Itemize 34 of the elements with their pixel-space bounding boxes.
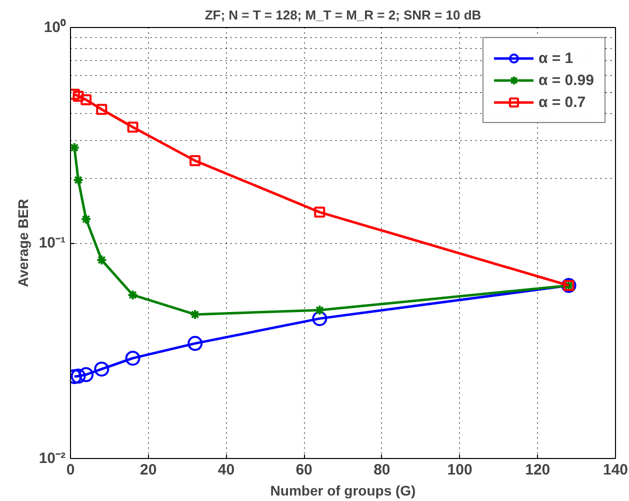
- chart-title: ZF; N = T = 128; M_T = M_R = 2; SNR = 10 dB: [204, 8, 482, 22]
- x-tick-label: 140: [602, 462, 628, 478]
- y-tick-label: 10⁻²: [38, 450, 66, 467]
- legend-label: α = 0.99: [538, 72, 594, 88]
- point: [80, 214, 92, 225]
- point: [127, 289, 138, 300]
- point: [72, 174, 84, 186]
- point: [72, 90, 84, 102]
- x-axis-title: Number of groups (G): [270, 482, 416, 498]
- point: [314, 304, 326, 316]
- point: [96, 104, 108, 115]
- point: [312, 311, 328, 326]
- y-tick-label: 10⁻¹: [38, 234, 66, 252]
- point: [80, 94, 92, 106]
- point: [188, 336, 203, 351]
- point: [190, 155, 201, 166]
- legend-label: α = 1: [538, 50, 574, 66]
- x-tick-label: 100: [447, 462, 472, 478]
- point: [125, 350, 140, 366]
- point: [70, 368, 86, 384]
- x-tick-label: 80: [374, 462, 390, 478]
- point: [96, 254, 108, 266]
- y-tick-label: 10⁰: [44, 18, 66, 36]
- x-tick-label: 60: [296, 462, 312, 478]
- x-tick-label: 0: [66, 462, 75, 478]
- legend-label: α = 0.7: [538, 94, 586, 110]
- x-tick-label: 120: [525, 462, 550, 478]
- y-axis-title: Average BER: [14, 198, 31, 288]
- point: [78, 367, 94, 382]
- point: [314, 206, 326, 218]
- x-tick-label: 20: [140, 462, 157, 478]
- point: [127, 122, 138, 133]
- x-tick-label: 40: [218, 462, 235, 478]
- point: [94, 362, 110, 377]
